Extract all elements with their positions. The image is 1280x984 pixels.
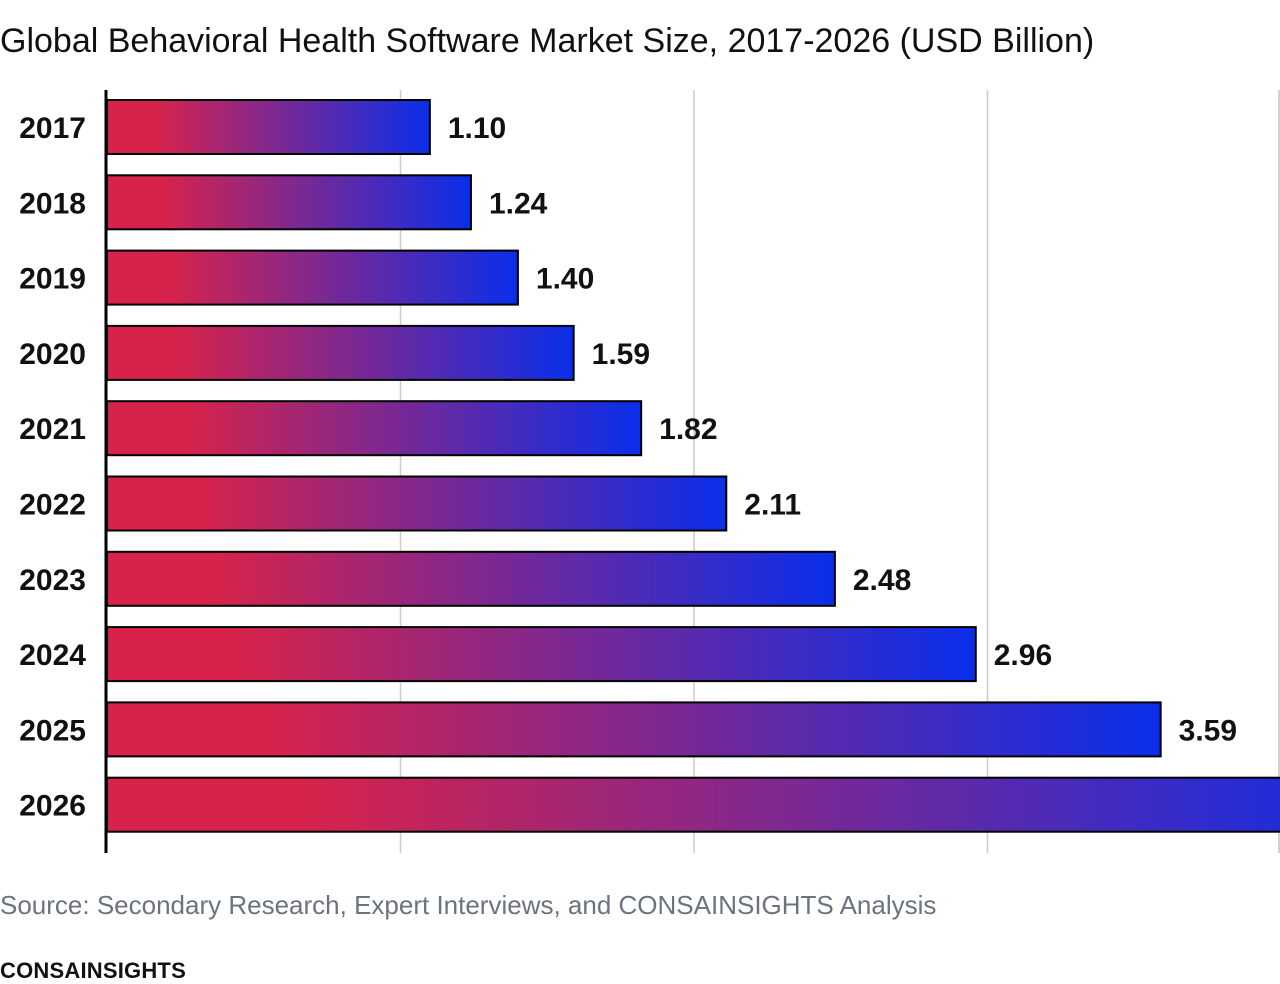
value-label: 1.24 [489,187,548,220]
category-label: 2021 [19,413,86,446]
category-label: 2020 [19,338,86,371]
category-label: 2017 [19,112,86,145]
value-label: 2.11 [744,489,801,522]
value-label: 2.48 [853,564,911,597]
bar-2019 [106,249,519,306]
brand-logo-text: CONSAINSIGHTS [0,958,186,983]
category-label: 2025 [19,714,86,747]
chart-title: Global Behavioral Health Software Market… [0,22,1095,60]
value-label: 3.59 [1179,714,1237,747]
source-note: Source: Secondary Research, Expert Inter… [0,890,937,920]
value-label: 1.10 [448,112,506,145]
bar-2026 [106,776,1280,833]
bar-2025 [106,701,1162,758]
bar-2022 [106,475,728,532]
value-label: 2.96 [994,639,1052,672]
category-label: 2023 [19,564,86,597]
value-label: 1.59 [592,338,650,371]
category-label: 2018 [19,187,86,220]
bar-2024 [106,626,977,683]
category-label: 2026 [19,790,86,823]
bar-2021 [106,400,643,457]
bar-2023 [106,550,836,607]
bar-chart: 2017 1.10 2018 1.24 2019 1.40 2020 1.59 2021 1.82… [19,90,1280,853]
category-label: 2019 [19,263,86,296]
bar-2020 [106,324,575,381]
bar-2018 [106,174,472,231]
bar-2017 [106,99,431,155]
value-label: 1.40 [536,263,594,296]
category-label: 2024 [19,639,86,672]
category-label: 2022 [19,489,86,522]
value-label: 1.82 [659,413,717,446]
